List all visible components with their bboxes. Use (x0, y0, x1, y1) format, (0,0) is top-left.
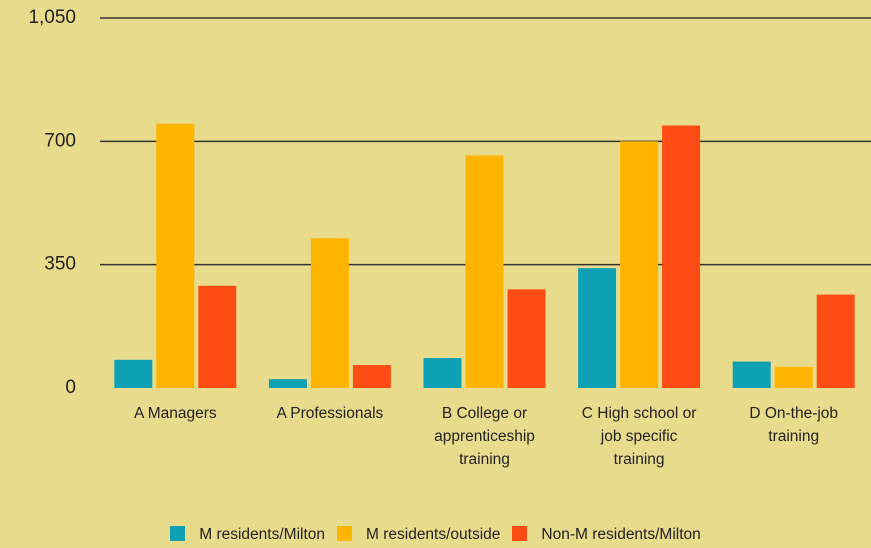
y-tick-label: 0 (65, 377, 76, 398)
bar (198, 285, 237, 388)
bar (507, 289, 546, 388)
x-tick-label: B College or apprenticeship training (434, 405, 535, 468)
legend-swatch (512, 526, 528, 541)
x-tick-label: C High school or job specific training (581, 405, 697, 468)
bar (310, 238, 349, 388)
legend-item: M residents/Milton (170, 526, 325, 544)
bar (732, 361, 771, 388)
legend: M residents/Milton M residents/outside Non… (0, 526, 871, 544)
x-tick-label: D On-the-job training (749, 405, 839, 445)
legend-item: M residents/outside (337, 526, 500, 544)
legend-swatch (170, 526, 186, 541)
x-tick-label: A Professionals (276, 405, 384, 422)
legend-label: M residents/outside (366, 526, 501, 543)
bar (662, 125, 701, 388)
y-tick-label: 700 (44, 130, 76, 151)
bar (114, 359, 153, 388)
bar (774, 366, 813, 388)
y-tick-label: 350 (44, 254, 76, 275)
legend-swatch (337, 526, 352, 541)
legend-label: M residents/Milton (199, 526, 325, 543)
legend-label: Non-M residents/Milton (541, 526, 701, 543)
bar (578, 268, 617, 388)
x-tick-label: A Managers (133, 405, 217, 422)
bar (156, 123, 195, 388)
bar (816, 294, 855, 388)
legend-item: Non-M residents/Milton (512, 526, 701, 544)
bar (352, 365, 391, 388)
bar (620, 141, 659, 388)
y-tick-label: 1,050 (28, 7, 76, 28)
bar (423, 358, 462, 388)
bar (465, 155, 504, 388)
bar (268, 379, 307, 388)
